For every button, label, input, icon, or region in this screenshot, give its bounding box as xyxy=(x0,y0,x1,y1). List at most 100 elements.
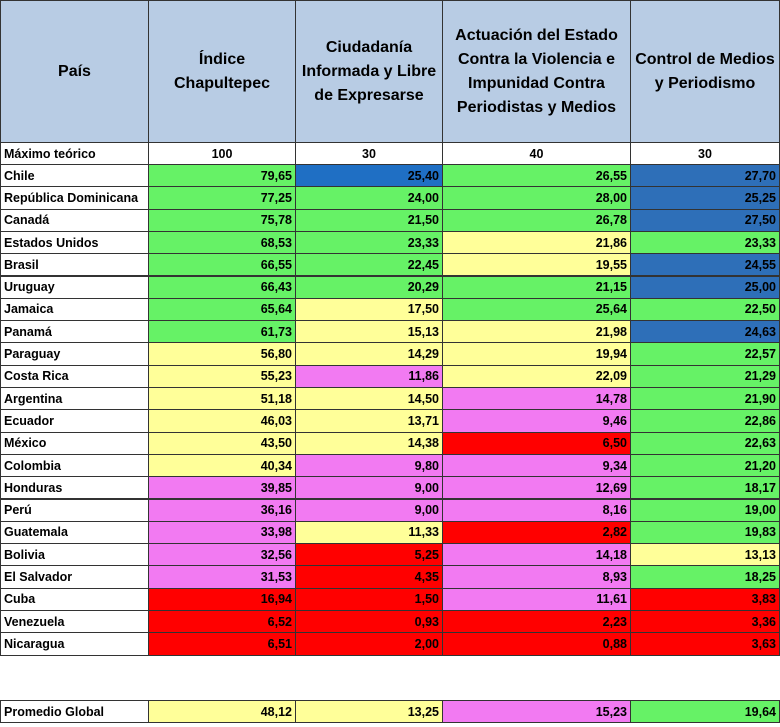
country-cell: Costa Rica xyxy=(0,364,149,388)
value-cell: 65,64 xyxy=(148,297,296,322)
value-cell: 46,03 xyxy=(148,409,296,433)
value-cell: 14,29 xyxy=(295,342,443,366)
value-cell: 33,98 xyxy=(148,520,296,545)
header-cell: Índice Chapultepec xyxy=(148,0,296,143)
value-cell: 31,53 xyxy=(148,565,296,589)
value-cell: 25,40 xyxy=(295,164,443,188)
value-cell: 55,23 xyxy=(148,364,296,388)
country-cell: Bolivia xyxy=(0,543,149,567)
average-value: 19,64 xyxy=(630,700,780,723)
header-cell: Ciudadanía Informada y Libre de Expresar… xyxy=(295,0,443,143)
country-cell: Canadá xyxy=(0,208,149,232)
country-cell: Perú xyxy=(0,498,149,522)
value-cell: 25,25 xyxy=(630,186,780,210)
value-cell: 19,83 xyxy=(630,520,780,545)
value-cell: 11,33 xyxy=(295,520,443,545)
value-cell: 26,55 xyxy=(442,164,631,188)
country-cell: El Salvador xyxy=(0,565,149,589)
value-cell: 21,29 xyxy=(630,364,780,388)
value-cell: 24,63 xyxy=(630,320,780,344)
value-cell: 61,73 xyxy=(148,320,296,344)
value-cell: 9,00 xyxy=(295,476,443,500)
value-cell: 14,50 xyxy=(295,387,443,411)
value-cell: 11,61 xyxy=(442,587,631,611)
value-cell: 21,50 xyxy=(295,208,443,232)
country-cell: Estados Unidos xyxy=(0,230,149,255)
value-cell: 21,98 xyxy=(442,320,631,344)
country-cell: República Dominicana xyxy=(0,186,149,210)
average-value: 13,25 xyxy=(295,700,443,723)
value-cell: 27,70 xyxy=(630,164,780,188)
value-cell: 8,93 xyxy=(442,565,631,589)
value-cell: 14,78 xyxy=(442,387,631,411)
value-cell: 14,18 xyxy=(442,543,631,567)
country-cell: Nicaragua xyxy=(0,632,149,656)
country-cell: Paraguay xyxy=(0,342,149,366)
value-cell: 6,51 xyxy=(148,632,296,656)
country-cell: Venezuela xyxy=(0,610,149,634)
value-cell: 22,86 xyxy=(630,409,780,433)
value-cell: 14,38 xyxy=(295,431,443,455)
value-cell: 36,16 xyxy=(148,498,296,522)
value-cell: 1,50 xyxy=(295,587,443,611)
value-cell: 3,63 xyxy=(630,632,780,656)
value-cell: 77,25 xyxy=(148,186,296,210)
value-cell: 13,13 xyxy=(630,543,780,567)
country-cell: México xyxy=(0,431,149,455)
value-cell: 43,50 xyxy=(148,431,296,455)
value-cell: 40,34 xyxy=(148,453,296,478)
value-cell: 4,35 xyxy=(295,565,443,589)
value-cell: 6,52 xyxy=(148,610,296,634)
value-cell: 51,18 xyxy=(148,387,296,411)
value-cell: 2,82 xyxy=(442,520,631,545)
value-cell: 9,80 xyxy=(295,453,443,478)
value-cell: 9,00 xyxy=(295,498,443,522)
value-cell: 18,25 xyxy=(630,565,780,589)
country-cell: Honduras xyxy=(0,476,149,500)
value-cell: 27,50 xyxy=(630,208,780,232)
max-cell: Máximo teórico xyxy=(0,142,149,165)
value-cell: 13,71 xyxy=(295,409,443,433)
value-cell: 25,00 xyxy=(630,275,780,299)
value-cell: 15,13 xyxy=(295,320,443,344)
value-cell: 19,94 xyxy=(442,342,631,366)
country-cell: Uruguay xyxy=(0,275,149,299)
value-cell: 2,23 xyxy=(442,610,631,634)
value-cell: 19,00 xyxy=(630,498,780,522)
header-cell: Actuación del Estado Contra la Violencia… xyxy=(442,0,631,143)
value-cell: 8,16 xyxy=(442,498,631,522)
country-cell: Cuba xyxy=(0,587,149,611)
value-cell: 0,88 xyxy=(442,632,631,656)
value-cell: 28,00 xyxy=(442,186,631,210)
value-cell: 0,93 xyxy=(295,610,443,634)
header-cell: Control de Medios y Periodismo xyxy=(630,0,780,143)
max-cell: 100 xyxy=(148,142,296,165)
value-cell: 22,63 xyxy=(630,431,780,455)
country-cell: Guatemala xyxy=(0,520,149,545)
value-cell: 66,55 xyxy=(148,253,296,277)
value-cell: 68,53 xyxy=(148,230,296,255)
average-value: 15,23 xyxy=(442,700,631,723)
value-cell: 26,78 xyxy=(442,208,631,232)
value-cell: 24,55 xyxy=(630,253,780,277)
value-cell: 3,83 xyxy=(630,587,780,611)
value-cell: 12,69 xyxy=(442,476,631,500)
country-cell: Colombia xyxy=(0,453,149,478)
value-cell: 3,36 xyxy=(630,610,780,634)
value-cell: 9,46 xyxy=(442,409,631,433)
value-cell: 19,55 xyxy=(442,253,631,277)
value-cell: 32,56 xyxy=(148,543,296,567)
value-cell: 20,29 xyxy=(295,275,443,299)
value-cell: 21,86 xyxy=(442,230,631,255)
value-cell: 17,50 xyxy=(295,297,443,322)
country-cell: Jamaica xyxy=(0,297,149,322)
value-cell: 21,90 xyxy=(630,387,780,411)
max-cell: 40 xyxy=(442,142,631,165)
value-cell: 39,85 xyxy=(148,476,296,500)
value-cell: 22,45 xyxy=(295,253,443,277)
value-cell: 22,57 xyxy=(630,342,780,366)
value-cell: 22,50 xyxy=(630,297,780,322)
country-cell: Ecuador xyxy=(0,409,149,433)
value-cell: 23,33 xyxy=(295,230,443,255)
